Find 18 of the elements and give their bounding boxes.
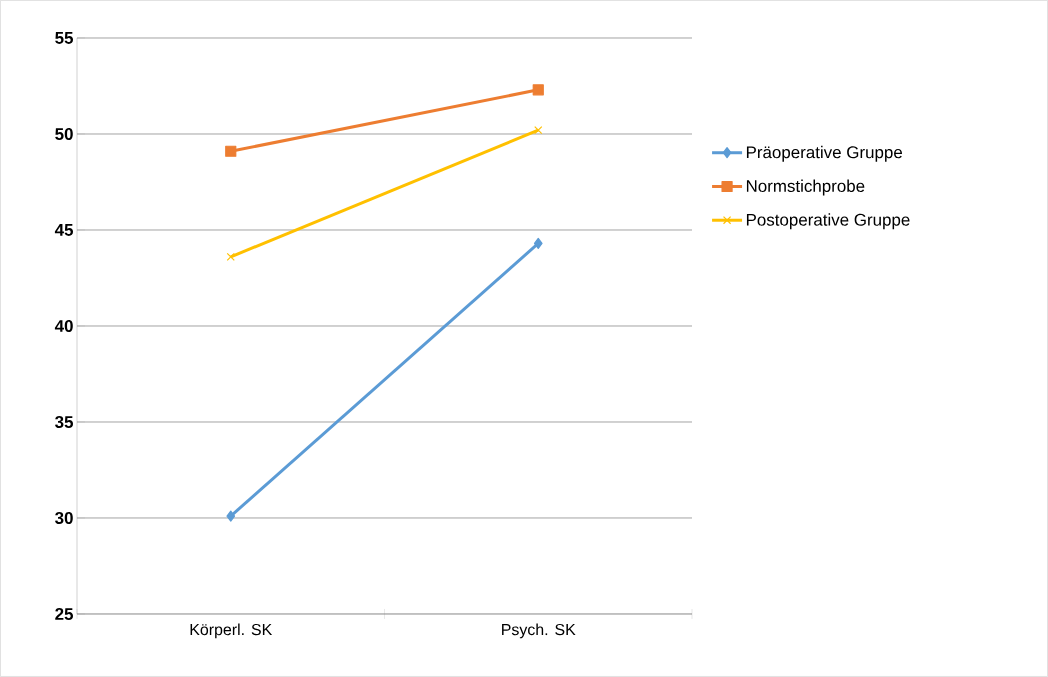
y-tick-label: 35	[55, 415, 74, 428]
point	[534, 126, 543, 135]
x-tick-label: Psych. SK	[502, 623, 576, 639]
legend-label: Präoperative Gruppe	[746, 145, 902, 162]
point	[226, 252, 235, 261]
y-tick-label: 55	[55, 32, 74, 44]
point	[225, 145, 237, 157]
y-tick-label: 25	[55, 607, 74, 620]
point	[532, 84, 544, 96]
point	[226, 510, 236, 522]
y-tick-label: 45	[54, 224, 74, 236]
legend-label: Normstichprobe	[746, 179, 865, 196]
y-tick-label: 30	[55, 511, 73, 524]
x-tick-label: Körperl. SK	[190, 623, 273, 639]
legend-label: Postoperative Gruppe	[746, 213, 910, 230]
y-tick-label: 50	[55, 127, 73, 140]
y-tick-label: 40	[54, 319, 73, 332]
point	[533, 237, 543, 250]
